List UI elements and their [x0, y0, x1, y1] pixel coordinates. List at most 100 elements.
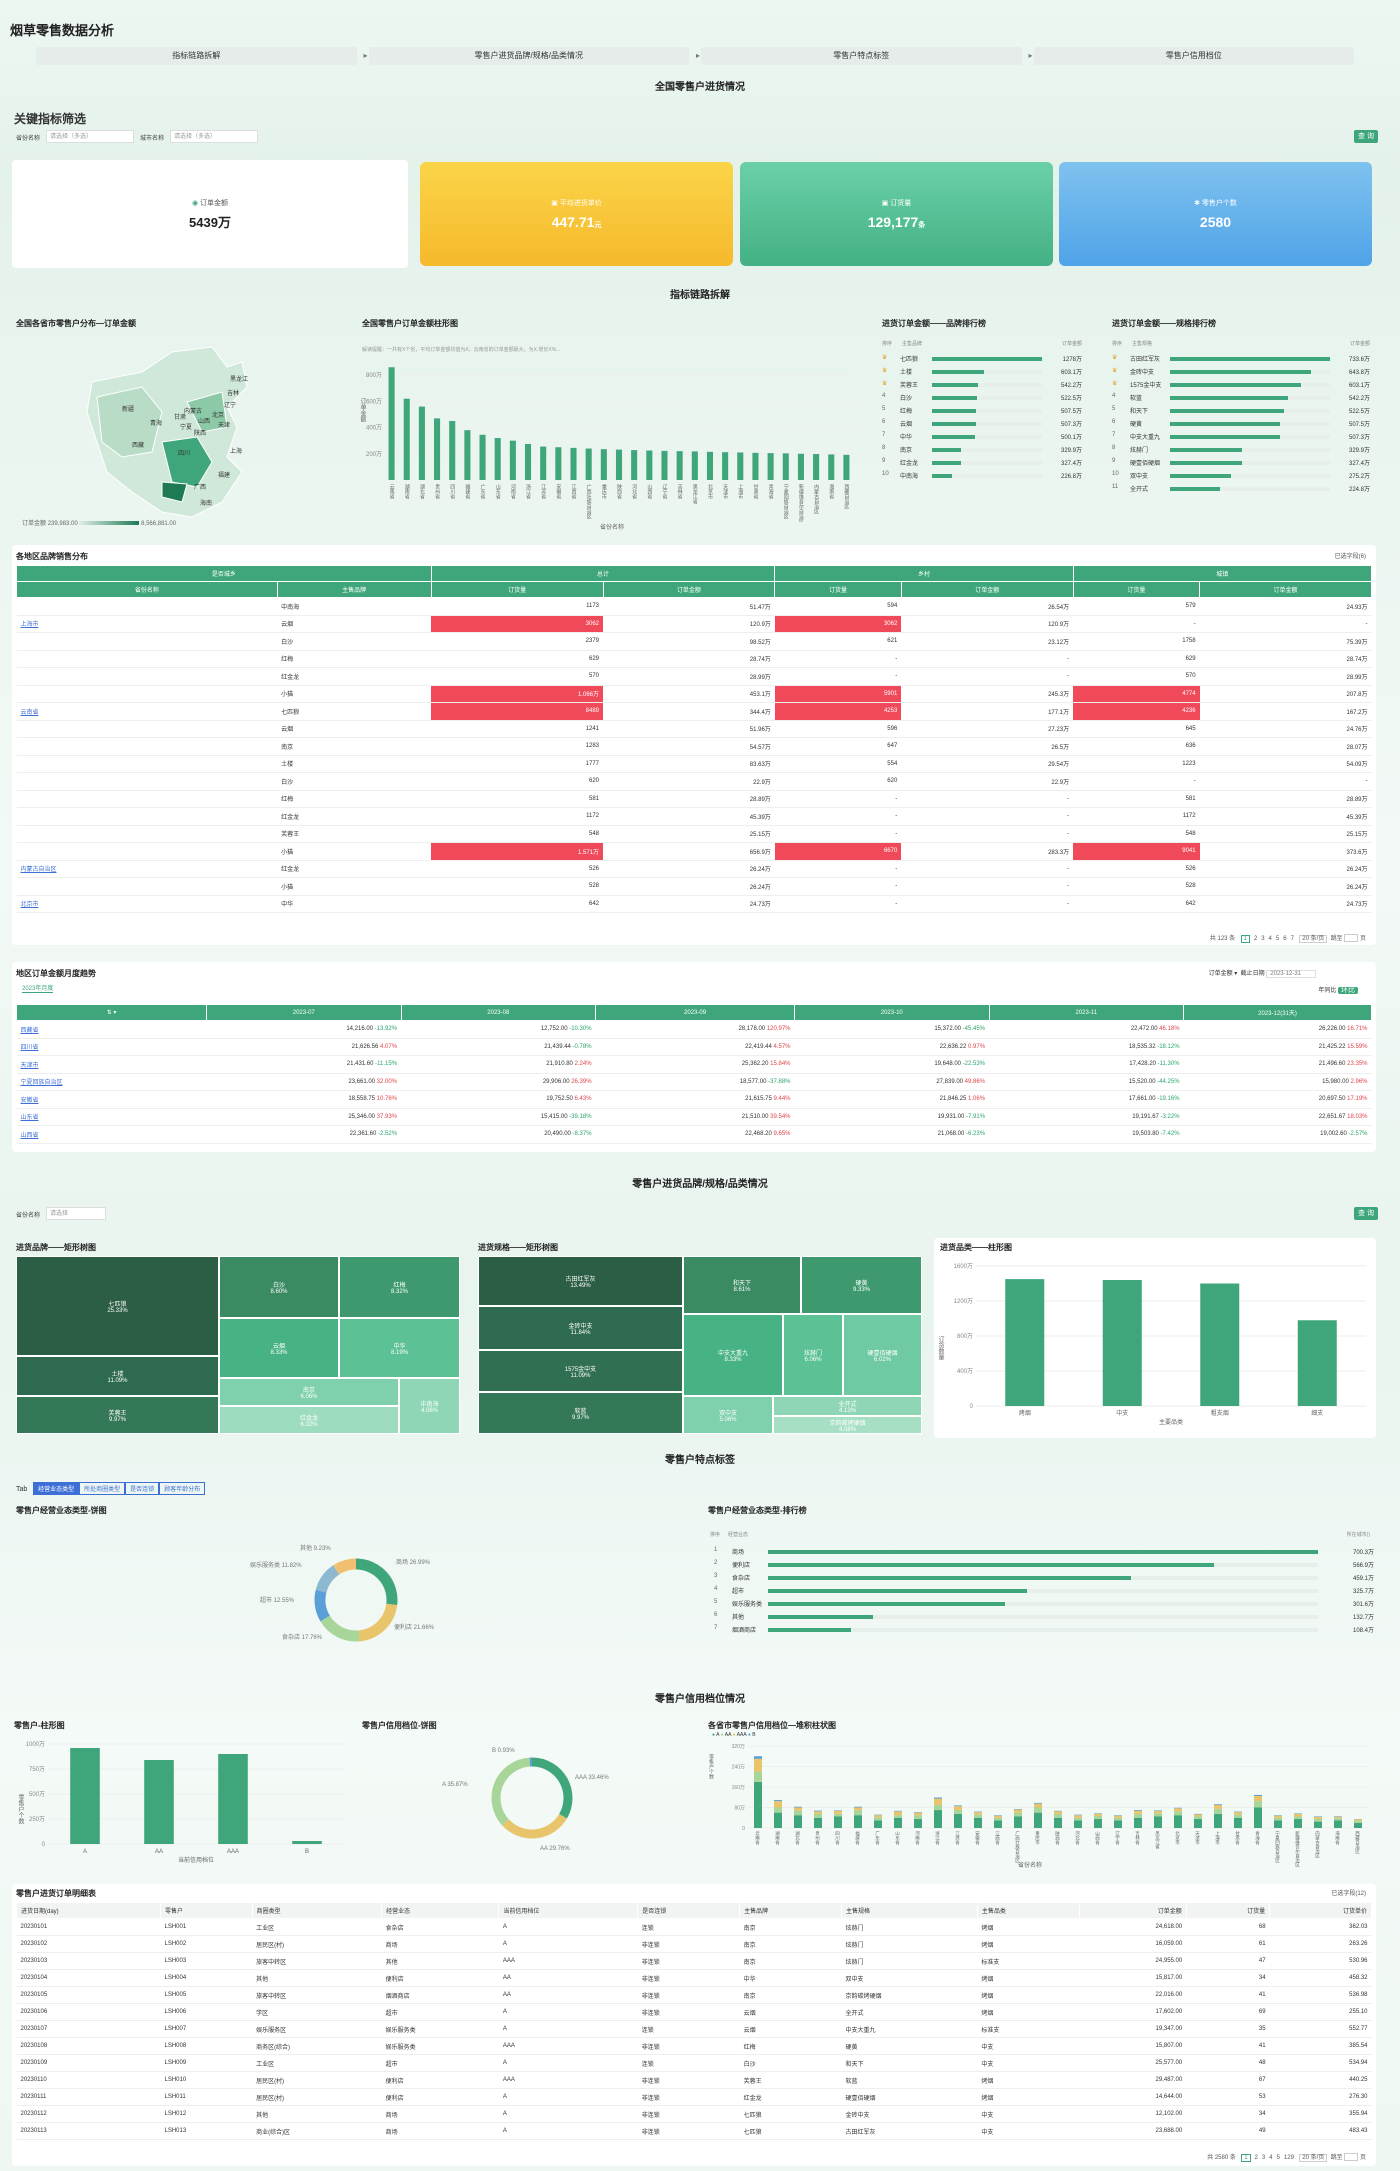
province-bar[interactable]: [585, 448, 592, 480]
region-cell[interactable]: 四川省: [16, 1038, 207, 1056]
stack-segment[interactable]: [1294, 1813, 1302, 1817]
province-bar[interactable]: [570, 447, 577, 480]
stack-segment[interactable]: [1134, 1810, 1142, 1814]
stack-segment[interactable]: [854, 1806, 862, 1808]
page-button[interactable]: 2: [1254, 2155, 1258, 2161]
stack-segment[interactable]: [1354, 1822, 1362, 1828]
tab-age[interactable]: 顾客年龄分布: [159, 1482, 206, 1495]
table-row[interactable]: 云南省 七匹狼 8489 344.4万 4253 177.1万 4236 167.2万: [16, 702, 1372, 721]
province-cell[interactable]: 云南省: [16, 702, 278, 721]
table-row[interactable]: 20230111 LSH011 居民区(村) 便利店 A 非连锁 红金龙 硬壹佰硬烟 烤烟 14,…: [16, 2088, 1372, 2106]
stack-segment[interactable]: [874, 1814, 882, 1816]
bar[interactable]: [292, 1841, 322, 1844]
treemap-cell[interactable]: 中南海 4.06%: [399, 1378, 460, 1434]
bar[interactable]: [1297, 1320, 1337, 1406]
stack-segment[interactable]: [1054, 1810, 1062, 1812]
province-bar[interactable]: [418, 406, 425, 480]
treemap-cell[interactable]: 炫赫门 6.06%: [783, 1314, 843, 1396]
pie-slice[interactable]: [320, 1615, 360, 1642]
stack-segment[interactable]: [1234, 1811, 1242, 1813]
stack-segment[interactable]: [1154, 1813, 1162, 1817]
rank-row[interactable]: 9 硬壹佰硬烟 327.4万: [1106, 456, 1374, 469]
table-row[interactable]: 天津市 21,431.60 -11.15% 21,910.80 2.24% 25,36…: [16, 1055, 1372, 1074]
stack-segment[interactable]: [1174, 1808, 1182, 1812]
province-bar[interactable]: [661, 450, 668, 480]
stack-segment[interactable]: [1194, 1816, 1202, 1820]
region-cell[interactable]: 宁夏回族自治区: [16, 1073, 207, 1091]
step-4[interactable]: 零售户信用档位: [1033, 47, 1354, 65]
goto-input[interactable]: [1344, 934, 1359, 943]
stack-segment[interactable]: [974, 1811, 982, 1813]
stack-segment[interactable]: [1294, 1819, 1302, 1828]
detail-field-select[interactable]: 已选字段(12): [1331, 1891, 1366, 1897]
stack-segment[interactable]: [1054, 1817, 1062, 1828]
table-row[interactable]: 北京市 中华 642 24.73万 - -642 24.73万: [16, 895, 1372, 913]
column-header[interactable]: 经营业态: [381, 1902, 500, 1919]
stack-segment[interactable]: [834, 1810, 842, 1811]
stack-segment[interactable]: [914, 1819, 922, 1828]
province-cell[interactable]: 北京市: [16, 895, 278, 913]
table-row[interactable]: 红金龙 570 28.99万 - -570 28.99万: [16, 667, 1372, 686]
province-bar[interactable]: [555, 447, 562, 480]
rank-row[interactable]: 4 超市 325.7万: [708, 1584, 1378, 1597]
yoy-button[interactable]: 年同比: [1318, 988, 1337, 994]
table-row[interactable]: 20230113 LSH013 商业(综合)区 商场 A 非连锁 七匹狼 古田红军灰 中支 23,…: [16, 2122, 1372, 2140]
province-bar[interactable]: [813, 454, 820, 480]
treemap-cell[interactable]: 红梅 8.32%: [339, 1256, 460, 1318]
treemap-cell[interactable]: 双中支 5.06%: [683, 1396, 773, 1434]
rank-row[interactable]: 4 软蓝 542.2万: [1106, 391, 1374, 404]
stack-segment[interactable]: [1334, 1818, 1342, 1821]
stack-segment[interactable]: [974, 1814, 982, 1818]
stack-segment[interactable]: [1214, 1804, 1222, 1809]
stack-segment[interactable]: [794, 1810, 802, 1816]
bar[interactable]: [144, 1760, 174, 1844]
province-bar[interactable]: [464, 430, 471, 480]
province-bar[interactable]: [782, 453, 789, 480]
province-bar[interactable]: [797, 453, 804, 480]
date-picker[interactable]: 2023-12-31: [1266, 970, 1316, 978]
stack-segment[interactable]: [834, 1813, 842, 1817]
bar[interactable]: [70, 1748, 100, 1844]
province-bar[interactable]: [691, 451, 698, 480]
stack-segment[interactable]: [994, 1815, 1002, 1818]
stack-segment[interactable]: [774, 1800, 782, 1802]
stack-segment[interactable]: [1194, 1814, 1202, 1817]
stack-segment[interactable]: [1234, 1817, 1242, 1828]
filter2-select[interactable]: 请选择: [46, 1207, 106, 1220]
bar[interactable]: [218, 1754, 248, 1844]
stack-segment[interactable]: [1154, 1810, 1162, 1811]
province-bar[interactable]: [403, 398, 410, 480]
column-header[interactable]: 是否连锁: [637, 1902, 741, 1919]
stack-segment[interactable]: [1354, 1819, 1362, 1821]
table-row[interactable]: 20230110 LSH010 居民区(村) 便利店 AAA 非连锁 芙蓉王 软蓝 烤烟 29,4…: [16, 2071, 1372, 2089]
table-row[interactable]: 南京 1283 54.57万 647 26.5万 636 28.07万: [16, 737, 1372, 756]
province-bar[interactable]: [540, 446, 547, 480]
page-button[interactable]: 4: [1269, 2155, 1273, 2161]
stack-segment[interactable]: [1174, 1807, 1182, 1809]
stack-segment[interactable]: [1334, 1820, 1342, 1828]
region-cell[interactable]: 天津市: [16, 1055, 207, 1074]
stack-segment[interactable]: [794, 1807, 802, 1811]
step-3[interactable]: 零售户特点标签: [701, 47, 1032, 65]
stack-segment[interactable]: [1314, 1816, 1322, 1817]
stack-segment[interactable]: [834, 1810, 842, 1814]
trend-tab[interactable]: 2023年月度: [22, 983, 54, 993]
rank-row[interactable]: ♛ 芙蓉王 542.2万: [876, 378, 1086, 391]
page-button[interactable]: 5: [1276, 2155, 1280, 2161]
stack-segment[interactable]: [894, 1815, 902, 1818]
stack-segment[interactable]: [914, 1812, 922, 1816]
page-button[interactable]: 3: [1261, 2155, 1266, 2161]
treemap-cell[interactable]: 1575金中支 11.09%: [478, 1350, 683, 1392]
province-cell[interactable]: 内蒙古自治区: [16, 860, 278, 878]
stack-segment[interactable]: [1214, 1813, 1222, 1828]
province-bar[interactable]: [479, 434, 486, 480]
column-header[interactable]: 订货单价: [1269, 1902, 1372, 1919]
stack-segment[interactable]: [1074, 1815, 1082, 1818]
rank-row[interactable]: 7 中支大重九 507.3万: [1106, 430, 1374, 443]
column-header[interactable]: 主售规格: [841, 1902, 978, 1919]
table-row[interactable]: 四川省 21,626.56 4.07% 21,439.44 -0.78% 22,419…: [16, 1038, 1372, 1056]
stack-segment[interactable]: [874, 1817, 882, 1821]
stack-segment[interactable]: [1194, 1813, 1202, 1815]
stack-segment[interactable]: [774, 1812, 782, 1828]
province-bar[interactable]: [600, 449, 607, 480]
